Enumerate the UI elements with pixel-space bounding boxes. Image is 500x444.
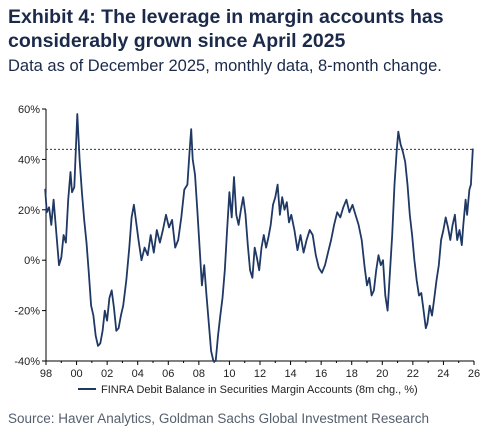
- x-tick-label: 02: [101, 368, 113, 380]
- chart-title: Exhibit 4: The leverage in margin accoun…: [8, 6, 444, 52]
- y-tick-label: -20%: [14, 306, 40, 318]
- y-tick-label: 60%: [18, 104, 40, 116]
- legend: FINRA Debit Balance in Securities Margin…: [78, 384, 418, 396]
- legend-label: FINRA Debit Balance in Securities Margin…: [101, 384, 418, 396]
- series-line: [44, 113, 474, 362]
- source-note: Source: Haver Analytics, Goldman Sachs G…: [8, 411, 429, 426]
- x-tick-label: 10: [223, 368, 235, 380]
- x-tick-label: 20: [376, 368, 388, 380]
- x-tick-label: 06: [162, 368, 174, 380]
- x-tick-label: 08: [193, 368, 205, 380]
- y-tick-label: 0%: [24, 255, 40, 267]
- x-tick-label: 24: [437, 368, 449, 380]
- chart-subtitle: Data as of December 2025, monthly data, …: [8, 57, 442, 75]
- y-tick-label: 40%: [18, 154, 40, 166]
- x-tick-label: 26: [468, 368, 480, 380]
- x-tick-label: 14: [284, 368, 296, 380]
- x-tick-label: 98: [40, 368, 52, 380]
- x-tick-label: 00: [70, 368, 82, 380]
- y-tick-label: 20%: [18, 205, 40, 217]
- line-chart: 60% 40% 20% 0% -20% -40% 98 00 02 04 06 08 10 12 14 16…: [14, 104, 480, 396]
- y-tick-label: -40%: [14, 356, 40, 368]
- y-axis: 60% 40% 20% 0% -20% -40%: [14, 104, 47, 368]
- x-tick-label: 16: [315, 368, 327, 380]
- series-group: [44, 113, 474, 362]
- x-tick-label: 04: [132, 368, 144, 380]
- x-tick-label: 12: [254, 368, 266, 380]
- x-tick-label: 18: [346, 368, 358, 380]
- x-tick-label: 22: [407, 368, 419, 380]
- x-axis: 98 00 02 04 06 08 10 12 14 16 18 20 22 24 26: [40, 360, 480, 380]
